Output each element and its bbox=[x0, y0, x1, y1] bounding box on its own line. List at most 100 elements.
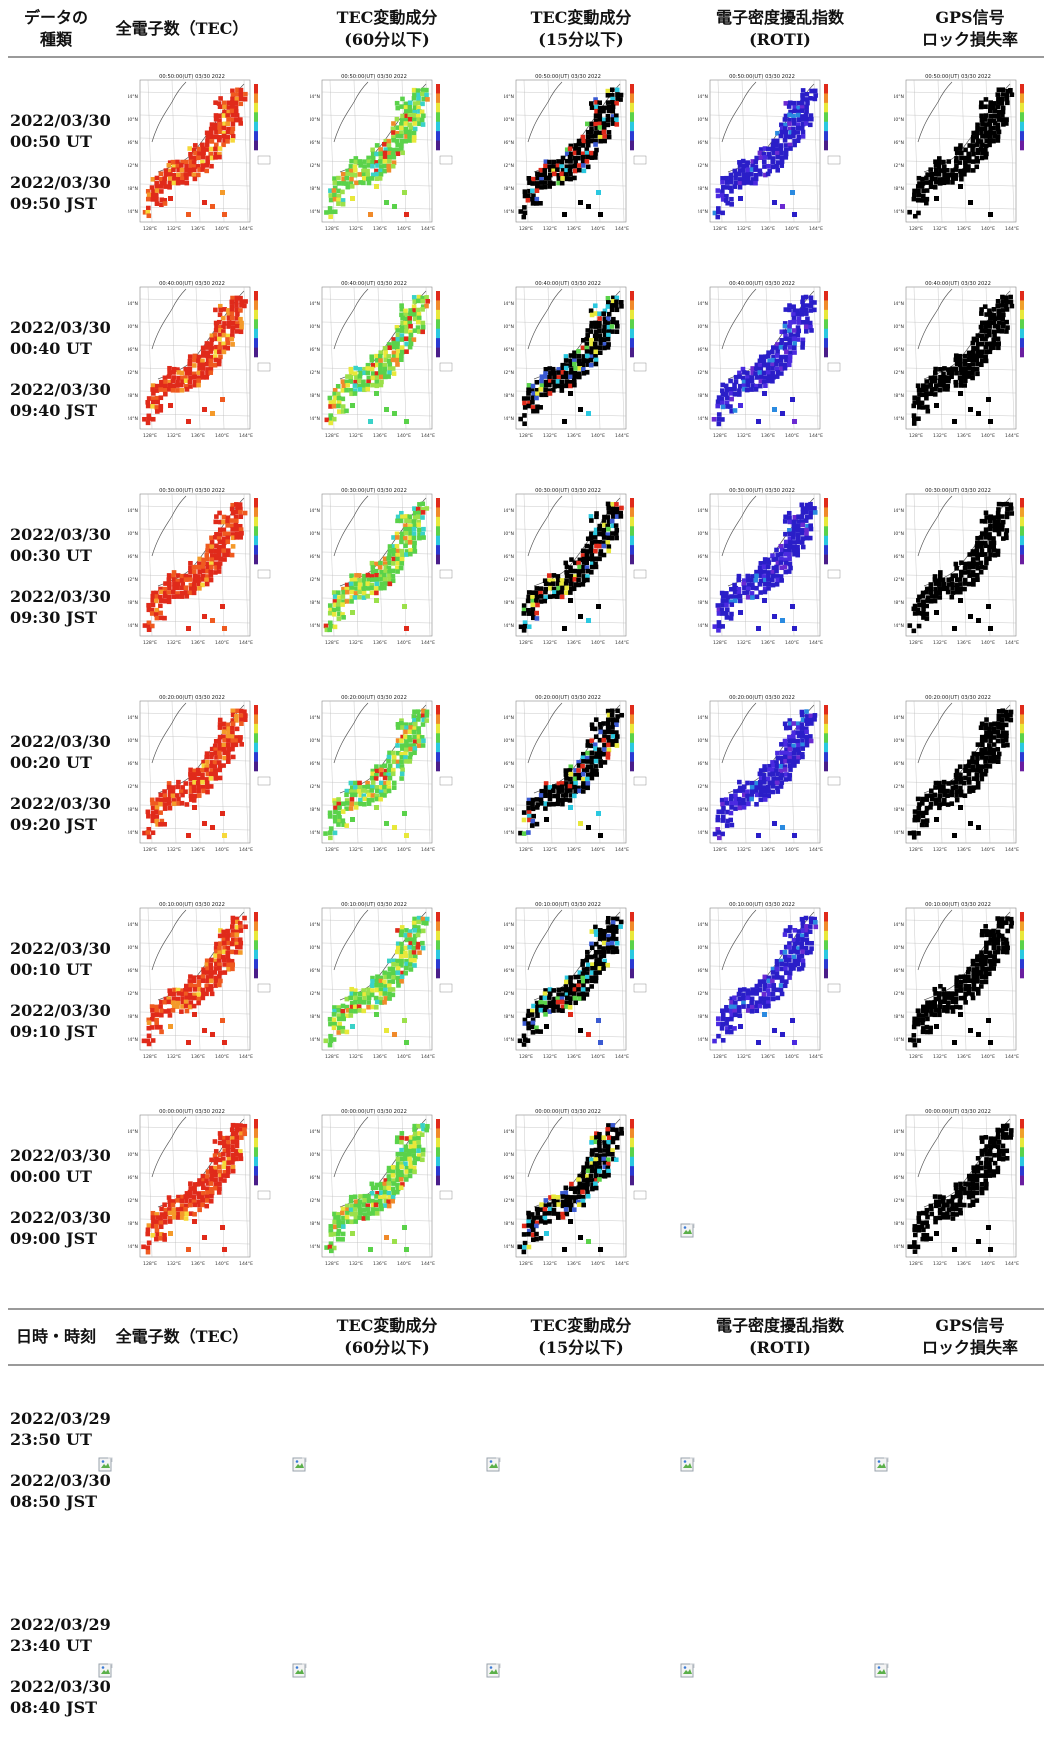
station-marker bbox=[953, 167, 959, 172]
station-marker bbox=[946, 378, 951, 384]
station-marker bbox=[209, 155, 215, 161]
tec-map-image[interactable]: 00:50:00(UT) 03/30 202244°N40°N36°N32°N2… bbox=[128, 72, 278, 244]
tec60-map-image[interactable]: 00:30:00(UT) 03/30 202244°N40°N36°N32°N2… bbox=[310, 486, 460, 658]
station-marker bbox=[779, 759, 785, 765]
tec15-map-image[interactable]: 00:50:00(UT) 03/30 202244°N40°N36°N32°N2… bbox=[504, 72, 654, 244]
station-marker bbox=[357, 172, 363, 177]
station-marker bbox=[804, 709, 809, 714]
station-marker bbox=[933, 370, 938, 375]
station-marker bbox=[933, 167, 939, 173]
station-marker bbox=[155, 399, 160, 405]
station-marker bbox=[733, 793, 738, 799]
station-marker bbox=[1003, 295, 1009, 301]
station-marker bbox=[424, 921, 429, 926]
lon-tick-label: 136°E bbox=[957, 433, 971, 439]
tec15-map-image[interactable]: 00:10:00(UT) 03/30 202244°N40°N36°N32°N2… bbox=[504, 900, 654, 1072]
station-marker bbox=[390, 561, 396, 566]
tec60-map-image[interactable]: 00:10:00(UT) 03/30 202244°N40°N36°N32°N2… bbox=[310, 900, 460, 1072]
station-marker bbox=[234, 535, 239, 540]
station-marker bbox=[963, 764, 968, 769]
roti-map-image[interactable]: 00:40:00(UT) 03/30 202244°N40°N36°N32°N2… bbox=[698, 279, 848, 451]
station-marker bbox=[349, 986, 355, 992]
station-marker bbox=[791, 738, 796, 744]
station-marker bbox=[235, 311, 240, 317]
station-marker bbox=[332, 185, 338, 191]
station-marker bbox=[911, 196, 917, 202]
station-marker bbox=[932, 577, 938, 582]
tec-map-image[interactable]: 00:40:00(UT) 03/30 202244°N40°N36°N32°N2… bbox=[128, 279, 278, 451]
station-marker bbox=[742, 590, 747, 596]
station-marker bbox=[387, 544, 393, 549]
station-marker bbox=[404, 419, 409, 424]
station-marker bbox=[365, 581, 371, 586]
station-marker bbox=[407, 129, 412, 135]
station-marker bbox=[996, 523, 1002, 529]
station-marker bbox=[374, 581, 380, 587]
station-marker bbox=[569, 557, 574, 562]
station-marker bbox=[936, 160, 942, 165]
tec15-map-image[interactable]: 00:20:00(UT) 03/30 202244°N40°N36°N32°N2… bbox=[504, 693, 654, 865]
station-marker bbox=[970, 138, 976, 143]
station-marker bbox=[787, 536, 793, 541]
lol-map-image[interactable]: 00:50:00(UT) 03/30 202244°N40°N36°N32°N2… bbox=[894, 72, 1044, 244]
station-marker bbox=[538, 797, 544, 803]
station-marker bbox=[202, 821, 207, 826]
tec-map-image[interactable]: 00:20:00(UT) 03/30 202244°N40°N36°N32°N2… bbox=[128, 693, 278, 865]
station-marker bbox=[226, 105, 232, 110]
station-marker bbox=[610, 936, 615, 942]
station-marker bbox=[795, 138, 801, 144]
station-marker bbox=[736, 573, 742, 579]
station-marker bbox=[395, 556, 400, 562]
lon-tick-label: 132°E bbox=[933, 433, 947, 439]
station-marker bbox=[937, 780, 942, 786]
station-marker bbox=[937, 805, 942, 811]
lol-map-image[interactable]: 00:20:00(UT) 03/30 202244°N40°N36°N32°N2… bbox=[894, 693, 1044, 865]
station-marker bbox=[732, 386, 737, 392]
station-marker bbox=[572, 793, 577, 799]
station-marker bbox=[162, 388, 168, 393]
station-marker bbox=[762, 154, 768, 160]
station-marker bbox=[992, 527, 998, 533]
station-marker bbox=[416, 329, 422, 334]
tec60-map-image[interactable]: 00:50:00(UT) 03/30 202244°N40°N36°N32°N2… bbox=[310, 72, 460, 244]
tec15-map-image[interactable]: 00:30:00(UT) 03/30 202244°N40°N36°N32°N2… bbox=[504, 486, 654, 658]
grid-line bbox=[515, 137, 627, 141]
station-marker bbox=[332, 830, 338, 836]
map-title: 00:30:00(UT) 03/30 2022 bbox=[925, 488, 991, 494]
station-marker bbox=[382, 142, 387, 147]
station-marker bbox=[992, 552, 998, 558]
station-marker bbox=[226, 552, 231, 558]
lol-map-image[interactable]: 00:30:00(UT) 03/30 202244°N40°N36°N32°N2… bbox=[894, 486, 1044, 658]
station-marker bbox=[804, 714, 810, 719]
station-marker bbox=[610, 742, 616, 747]
grid-line bbox=[353, 907, 359, 1051]
station-marker bbox=[609, 303, 615, 308]
station-marker bbox=[712, 831, 718, 837]
roti-map-image[interactable]: 00:20:00(UT) 03/30 202244°N40°N36°N32°N2… bbox=[698, 693, 848, 865]
tec-map-image[interactable]: 00:10:00(UT) 03/30 202244°N40°N36°N32°N2… bbox=[128, 900, 278, 1072]
station-marker bbox=[763, 172, 768, 178]
tec60-map-image[interactable]: 00:20:00(UT) 03/30 202244°N40°N36°N32°N2… bbox=[310, 693, 460, 865]
roti-map-image[interactable]: 00:50:00(UT) 03/30 202244°N40°N36°N32°N2… bbox=[698, 72, 848, 244]
tec-map-image[interactable]: 00:30:00(UT) 03/30 202244°N40°N36°N32°N2… bbox=[128, 486, 278, 658]
station-marker bbox=[716, 835, 722, 841]
station-marker bbox=[945, 788, 950, 794]
tec15-map-image[interactable]: 00:40:00(UT) 03/30 202244°N40°N36°N32°N2… bbox=[504, 279, 654, 451]
station-marker bbox=[573, 789, 578, 794]
lol-map-plot: 00:30:00(UT) 03/30 202244°N40°N36°N32°N2… bbox=[894, 488, 1024, 646]
station-marker bbox=[399, 130, 404, 135]
roti-map-image[interactable]: 00:30:00(UT) 03/30 202244°N40°N36°N32°N2… bbox=[698, 486, 848, 658]
station-marker bbox=[192, 772, 197, 777]
station-marker bbox=[593, 349, 599, 355]
station-marker bbox=[937, 181, 943, 186]
station-marker bbox=[740, 366, 746, 372]
lol-map-image[interactable]: 00:40:00(UT) 03/30 202244°N40°N36°N32°N2… bbox=[894, 279, 1044, 451]
station-marker bbox=[234, 96, 240, 102]
station-marker bbox=[183, 384, 189, 389]
station-marker bbox=[213, 146, 218, 152]
map-title: 00:50:00(UT) 03/30 2022 bbox=[341, 74, 407, 80]
station-marker bbox=[191, 147, 197, 153]
tec60-map-image[interactable]: 00:40:00(UT) 03/30 202244°N40°N36°N32°N2… bbox=[310, 279, 460, 451]
station-marker bbox=[226, 940, 232, 946]
station-marker bbox=[586, 825, 591, 830]
